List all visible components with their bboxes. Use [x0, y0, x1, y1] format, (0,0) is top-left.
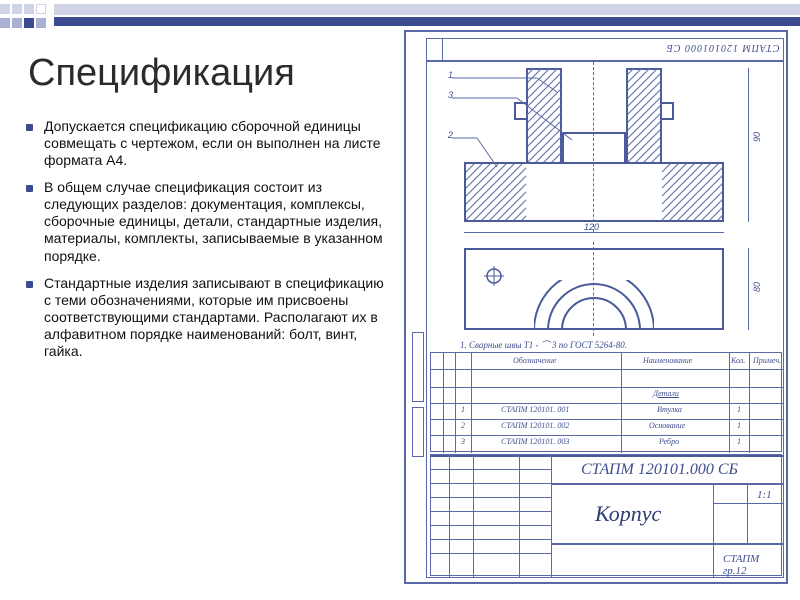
titleblock-scale: 1:1	[757, 489, 772, 501]
callout-2: 2	[448, 130, 453, 140]
titleblock-name: Корпус	[595, 501, 661, 527]
dim-h2: 80	[752, 282, 762, 292]
dim-h1: 90	[752, 132, 762, 142]
page-title: Спецификация	[28, 52, 295, 95]
slide-decor-top	[0, 0, 800, 26]
list-item: В общем случае спецификация состоит из с…	[44, 179, 394, 264]
callout-3: 3	[448, 90, 453, 100]
list-item: Стандартные изделия записывают в специфи…	[44, 275, 394, 360]
callout-1: 1	[448, 70, 453, 80]
list-item: Допускается спецификацию сборочной едини…	[44, 118, 394, 169]
titleblock-group: СТАПМ гр.12	[723, 553, 781, 577]
drawing-header: СТАПМ 120101000 СБ	[666, 42, 780, 53]
bullet-list: Допускается спецификацию сборочной едини…	[44, 118, 394, 370]
titleblock-code: СТАПМ 120101.000 СБ	[581, 461, 738, 479]
weld-note: 1. Сварные швы Т1 - ⌒ 3 по ГОСТ 5264-80.	[460, 338, 627, 351]
dim-width: 120	[584, 222, 599, 232]
drawing-panel: СТАПМ 120101000 СБ 1 3 2 120 90	[404, 30, 788, 584]
